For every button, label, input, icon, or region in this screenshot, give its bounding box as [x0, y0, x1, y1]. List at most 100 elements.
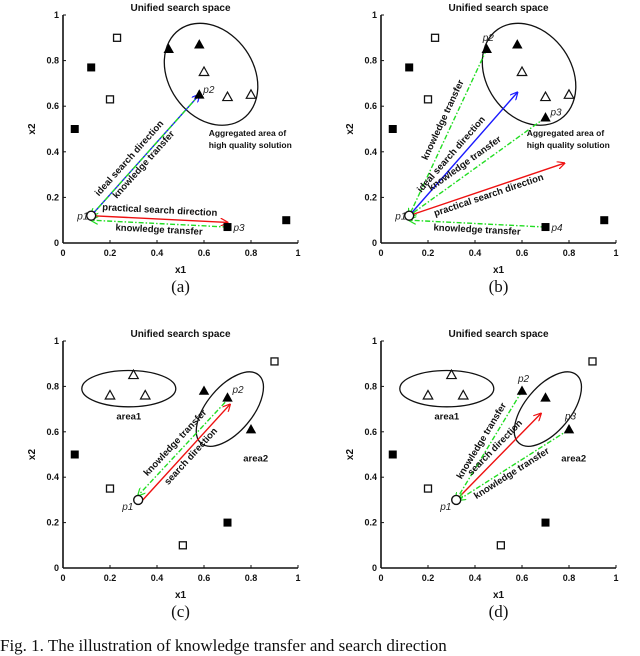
open-square-marker: [496, 541, 506, 550]
y-tick-label: 0.6: [364, 101, 377, 111]
filled-triangle-marker: [163, 43, 174, 54]
subplot-a: Unified search space 0 0.2 0.4 0.6 0.8 1 0 0.2 0.…: [27, 3, 301, 296]
open-triangle-marker: [198, 65, 210, 77]
y-tick-label: 0.8: [364, 56, 377, 66]
open-triangle-marker: [139, 389, 152, 400]
filled-triangle-marker: [222, 392, 233, 402]
area1-ellipse: [399, 369, 495, 408]
x-tick-label: 0.8: [563, 248, 576, 258]
subplot-d: Unified search space 0 0.2 0.4 0.6 0.8 1 0 0.2 0.…: [345, 329, 619, 621]
arrow-practical-search-direction: [408, 163, 564, 217]
subplot-label: (d): [489, 602, 509, 621]
point-label-p3: p3: [550, 108, 563, 119]
filled-triangle-marker: [540, 112, 551, 122]
y-tick-label: 0.8: [46, 56, 59, 66]
y-tick-label: 0.8: [46, 381, 59, 391]
y-tick-label: 1: [54, 336, 59, 346]
y-tick-label: 0.6: [364, 427, 377, 437]
arrow-label: search direction: [162, 426, 220, 488]
arrow-knowledge-transfer: [456, 390, 523, 500]
filled-square-marker: [223, 223, 232, 232]
open-square-marker: [588, 357, 597, 366]
filled-triangle-marker: [563, 424, 575, 434]
high-quality-area-ellipse: [163, 22, 259, 126]
y-tick-label: 1: [372, 336, 377, 346]
figure-caption: Fig. 1. The illustration of knowledge tr…: [0, 636, 447, 655]
arrow-knowledge-transfer: [138, 401, 226, 495]
open-triangle-marker: [516, 65, 528, 77]
filled-triangle-marker: [194, 39, 205, 49]
filled-square-marker: [223, 518, 232, 527]
x-tick-label: 0.6: [198, 248, 211, 258]
x-tick-label: 0.2: [422, 248, 435, 258]
subplot-label: (b): [489, 277, 509, 296]
y-tick-label: 0.4: [46, 147, 59, 157]
open-circle-marker: [85, 210, 97, 221]
y-tick-label: 1: [372, 10, 377, 20]
open-square-marker: [178, 541, 188, 550]
subplot-label: (a): [171, 277, 190, 296]
y-axis-label: x2: [27, 123, 38, 135]
x-axis-label: x1: [493, 265, 505, 276]
x-tick-label: 0: [60, 573, 65, 583]
x-axis-label: x1: [175, 265, 187, 276]
y-tick-label: 0.2: [364, 192, 377, 202]
y-tick-label: 0: [54, 563, 59, 573]
open-triangle-marker: [563, 88, 575, 99]
x-tick-label: 1: [295, 248, 300, 258]
x-tick-label: 0.2: [104, 248, 117, 258]
filled-triangle-marker: [516, 385, 528, 395]
y-tick-label: 0.2: [364, 518, 377, 528]
point-label-p3: p3: [233, 223, 246, 234]
open-square-marker: [423, 95, 433, 104]
point-label-p1: p1: [121, 502, 133, 513]
y-tick-label: 0.2: [46, 518, 59, 528]
filled-triangle-marker: [194, 89, 205, 99]
x-tick-label: 0.4: [151, 248, 164, 258]
arrow-knowledge-transfer: [409, 48, 488, 215]
filled-square-marker: [282, 216, 291, 225]
y-tick-label: 0: [372, 563, 377, 573]
y-axis-label: x2: [345, 449, 356, 461]
arrow-knowledge-transfer: [409, 220, 546, 228]
x-tick-label: 1: [613, 573, 618, 583]
open-triangle-marker: [221, 90, 234, 102]
open-square-marker: [270, 357, 279, 366]
arrow-knowledge-transfer: [91, 220, 228, 228]
point-label-p2: p2: [232, 385, 245, 396]
x-tick-label: 0: [378, 573, 383, 583]
open-square-marker: [423, 484, 433, 493]
filled-square-marker: [388, 450, 397, 459]
arrow-practical-search-direction: [91, 214, 227, 223]
x-axis-label: x1: [493, 590, 505, 601]
open-triangle-marker: [104, 389, 116, 400]
arrow-search-direction: [142, 405, 230, 501]
arrow-knowledge-transfer: [409, 117, 546, 216]
filled-square-marker: [541, 518, 550, 527]
area1-label: area1: [116, 411, 142, 422]
y-tick-label: 1: [54, 10, 59, 20]
area1-ellipse: [81, 369, 177, 408]
point-label-p2: p2: [202, 85, 215, 96]
x-tick-label: 0: [378, 248, 383, 258]
arrow-label: knowledge transfer: [115, 222, 203, 237]
aggregated-area-annotation: high quality solution: [527, 140, 610, 150]
open-triangle-marker: [245, 88, 257, 99]
filled-triangle-marker: [481, 43, 492, 54]
y-axis-label: x2: [27, 449, 38, 461]
filled-square-marker: [405, 63, 414, 72]
filled-triangle-marker: [512, 39, 523, 49]
point-label-p2: p2: [482, 33, 495, 44]
area1-label: area1: [434, 411, 460, 422]
x-tick-label: 1: [613, 248, 618, 258]
subplot-title: Unified search space: [448, 3, 548, 14]
open-triangle-marker: [539, 90, 552, 102]
filled-square-marker: [70, 450, 79, 459]
x-tick-label: 0.4: [151, 573, 164, 583]
open-circle-marker: [132, 494, 144, 506]
x-tick-label: 0.4: [469, 573, 482, 583]
arrow-label: knowledge transfer: [433, 222, 521, 237]
arrow-knowledge-transfer: [91, 94, 200, 216]
x-axis-label: x1: [175, 590, 187, 601]
